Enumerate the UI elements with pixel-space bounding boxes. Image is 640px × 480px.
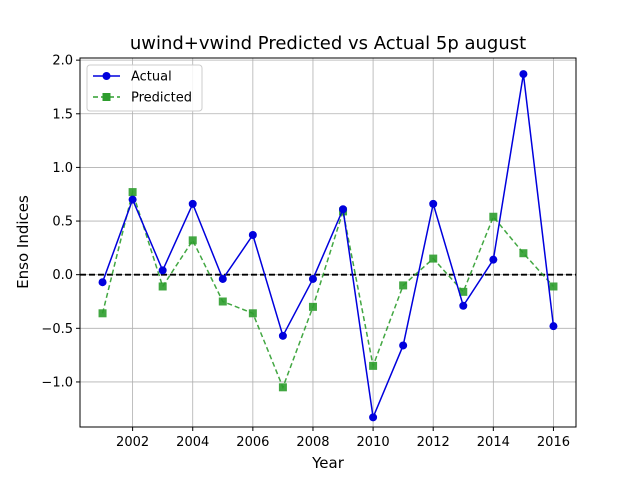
x-tick-label: 2014 — [477, 435, 510, 450]
data-point-actual — [308, 274, 317, 283]
data-point-actual — [278, 331, 287, 340]
x-tick-label: 2004 — [176, 435, 209, 450]
legend-marker-predicted — [102, 93, 111, 101]
legend: Actual Predicted — [86, 64, 203, 112]
x-tick-label: 2016 — [537, 435, 570, 450]
data-point-predicted — [248, 309, 257, 318]
series-actual — [98, 70, 558, 422]
data-point-predicted — [399, 281, 408, 290]
data-point-actual — [339, 205, 348, 214]
data-point-actual — [459, 301, 468, 310]
y-axis-ticks: −1.0 −0.5 0.0 0.5 1.0 1.5 2.0 — [41, 54, 80, 390]
y-tick-label: −1.0 — [41, 375, 73, 390]
data-point-predicted — [158, 282, 167, 291]
data-point-actual — [218, 274, 227, 283]
data-point-actual — [98, 278, 107, 287]
data-point-actual — [369, 413, 378, 422]
data-point-actual — [519, 70, 528, 79]
legend-label-actual: Actual — [131, 70, 172, 85]
data-point-predicted — [308, 302, 317, 311]
x-tick-label: 2002 — [116, 435, 149, 450]
data-point-predicted — [549, 282, 558, 291]
data-point-actual — [158, 266, 167, 275]
data-point-predicted — [278, 383, 287, 392]
data-point-actual — [549, 322, 558, 331]
data-point-predicted — [429, 254, 438, 263]
plot-frame — [79, 57, 577, 428]
x-tick-label: 2012 — [417, 435, 450, 450]
data-point-predicted — [459, 287, 468, 296]
data-point-actual — [399, 341, 408, 350]
x-axis-ticks: 2002 2004 2006 2008 2010 2012 2014 2016 — [116, 427, 570, 450]
legend-marker-actual — [102, 72, 111, 80]
data-point-predicted — [369, 361, 378, 370]
y-tick-label: 1.0 — [52, 161, 73, 176]
y-axis-title: Enso Indices — [14, 195, 32, 289]
legend-label-predicted: Predicted — [131, 91, 192, 106]
y-tick-label: −0.5 — [41, 322, 73, 337]
x-axis-title: Year — [311, 454, 345, 472]
series-predicted — [98, 188, 558, 392]
series-line-actual — [101, 73, 555, 421]
data-point-actual — [188, 199, 197, 208]
data-point-actual — [128, 195, 137, 204]
y-tick-label: 0.0 — [52, 268, 73, 283]
y-tick-label: 0.5 — [52, 215, 73, 230]
data-point-predicted — [218, 297, 227, 306]
data-point-actual — [429, 199, 438, 208]
x-tick-label: 2006 — [236, 435, 269, 450]
data-point-predicted — [519, 249, 528, 258]
data-point-actual — [248, 230, 257, 239]
series-layer — [98, 70, 558, 422]
data-point-predicted — [489, 212, 498, 221]
chart-title: uwind+vwind Predicted vs Actual 5p augus… — [130, 33, 526, 54]
y-tick-label: 1.5 — [52, 107, 73, 122]
y-tick-label: 2.0 — [52, 54, 73, 69]
data-point-actual — [489, 255, 498, 264]
x-tick-label: 2010 — [357, 435, 390, 450]
series-line-predicted — [101, 189, 555, 390]
data-point-predicted — [188, 236, 197, 245]
data-point-predicted — [98, 309, 107, 318]
data-point-predicted — [128, 188, 137, 197]
x-tick-label: 2008 — [296, 435, 329, 450]
